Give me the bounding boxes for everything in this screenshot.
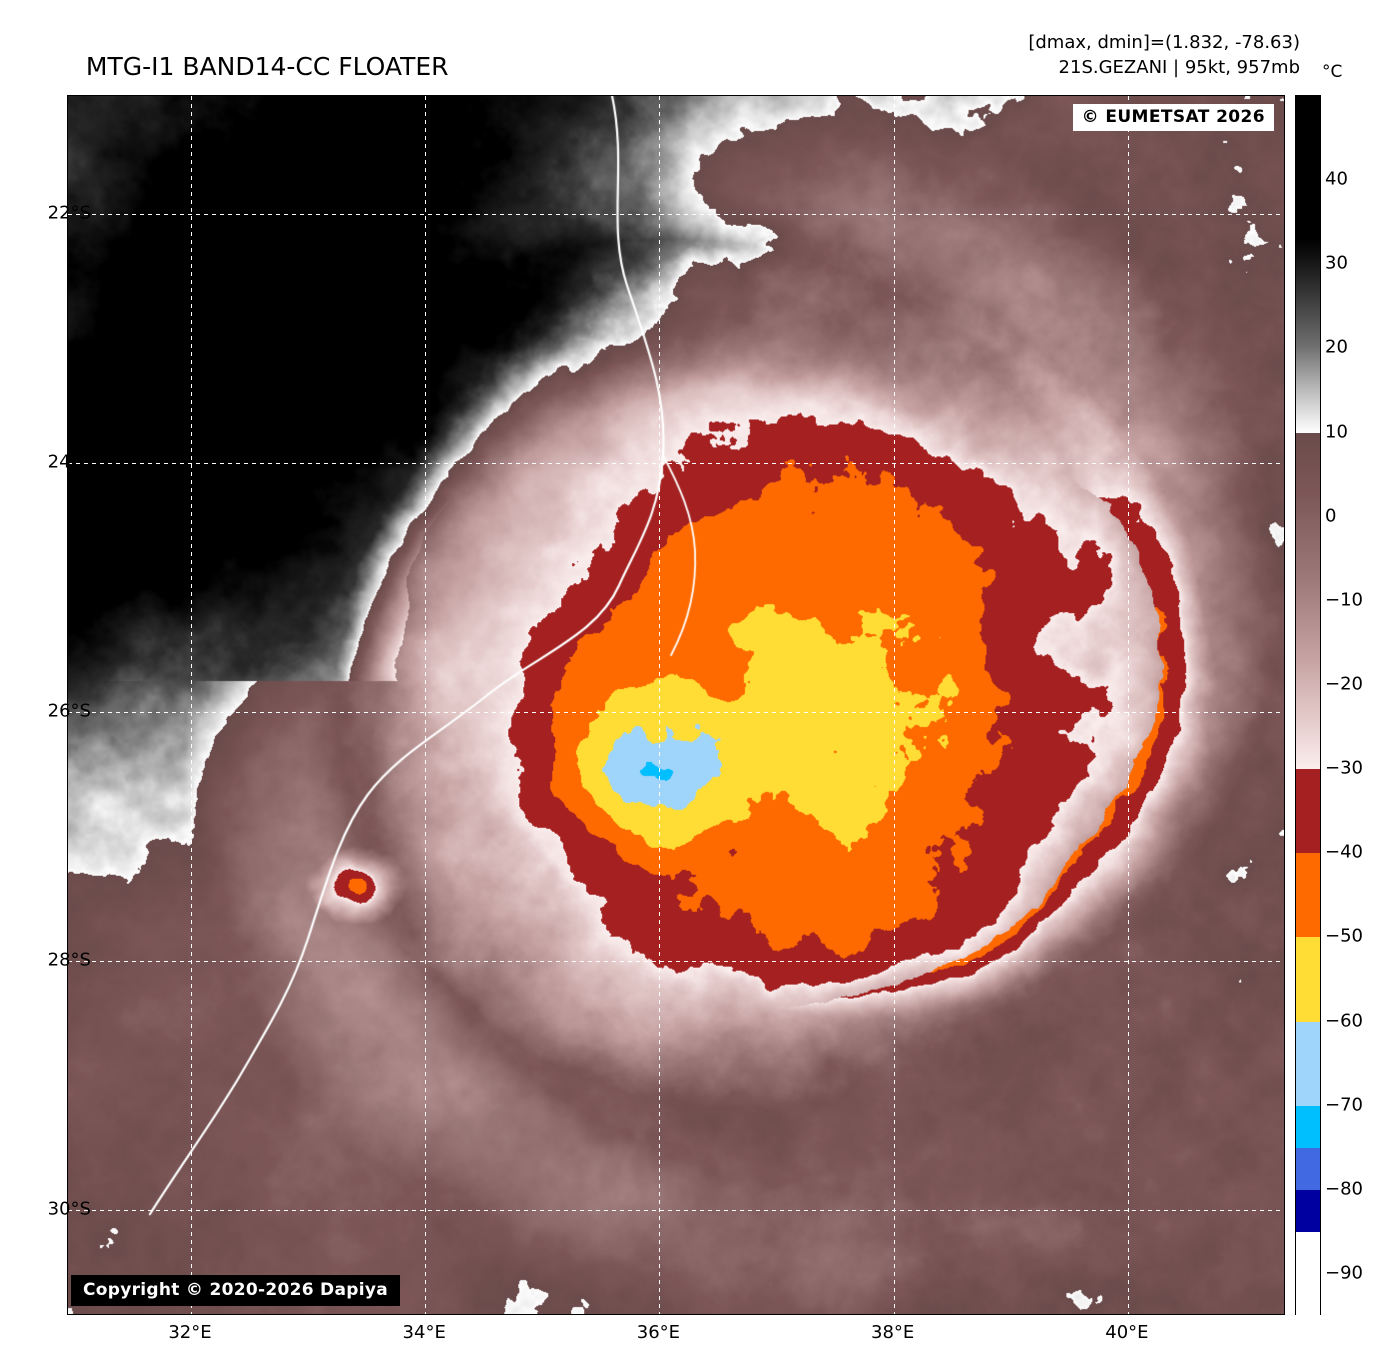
colorbar-band-white [1296,1231,1320,1316]
colorbar-tick-13: −90 [1325,1262,1363,1284]
colorbar-tick-4: 0 [1325,505,1337,527]
colorbar-tick-1: 30 [1325,252,1348,274]
lon-tick-3: 38°E [871,1322,915,1343]
infrared-satellite-imagery [68,96,1284,1314]
colorbar-unit-label: °C [1322,62,1343,82]
colorbar-band-royal-blue [1296,1147,1320,1190]
colorbar-band-brown-pink [1296,432,1320,770]
colorbar-tick-7: −30 [1325,757,1363,779]
lon-tick-2: 36°E [636,1322,681,1343]
satellite-image-plot[interactable]: © EUMETSAT 2026 Copyright © 2020-2026 Da… [67,95,1285,1315]
colorbar-band-grayscale [1296,239,1320,433]
colorbar-band-navy [1296,1189,1320,1232]
colorbar-tick-5: −10 [1325,589,1363,611]
lat-tick-3: 28°S [47,949,91,971]
copyright-watermark: Copyright © 2020-2026 Dapiya [71,1275,400,1306]
colorbar-tick-8: −40 [1325,841,1363,863]
temperature-colorbar[interactable] [1295,95,1321,1316]
colorbar-tick-6: −20 [1325,673,1363,695]
colorbar-tick-12: −80 [1325,1178,1363,1200]
colorbar-tick-9: −50 [1325,925,1363,947]
colorbar-band-black [1296,96,1320,240]
colorbar-tick-2: 20 [1325,336,1348,358]
lon-tick-0: 32°E [168,1322,212,1343]
lon-tick-1: 34°E [402,1322,446,1343]
lat-tick-2: 26°S [47,700,91,722]
eumetsat-watermark: © EUMETSAT 2026 [1072,104,1274,131]
colorbar-band-cyan [1296,1105,1320,1148]
colorbar-tick-11: −70 [1325,1094,1363,1116]
colorbar-band-yellow [1296,937,1320,1022]
colorbar-tick-0: 40 [1325,168,1348,190]
storm-info-readout: 21S.GEZANI | 95kt, 957mb [1058,57,1300,78]
lon-tick-4: 40°E [1105,1322,1149,1343]
colorbar-band-dark-red [1296,769,1320,854]
dmax-dmin-readout: [dmax, dmin]=(1.832, -78.63) [1028,32,1300,53]
colorbar-band-orange [1296,853,1320,938]
colorbar-gradient [1295,95,1321,1316]
lat-tick-1: 24°S [47,451,91,473]
colorbar-tick-3: 10 [1325,421,1348,443]
colorbar-band-light-blue [1296,1021,1320,1106]
header-metadata: [dmax, dmin]=(1.832, -78.63) 21S.GEZANI … [1028,30,1300,80]
lat-tick-4: 30°S [47,1198,91,1220]
lat-tick-0: 22°S [47,202,91,224]
product-title-line: MTG-I1 BAND14-CC FLOATER [85,52,449,81]
colorbar-tick-10: −60 [1325,1010,1363,1032]
